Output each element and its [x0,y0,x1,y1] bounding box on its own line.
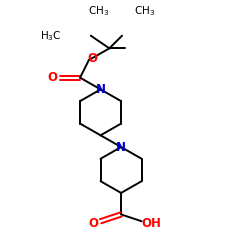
Text: N: N [96,83,106,96]
Text: O: O [88,52,98,65]
Text: O: O [48,71,58,84]
Text: CH$_3$: CH$_3$ [134,4,155,18]
Text: N: N [116,140,126,153]
Text: OH: OH [142,217,161,230]
Text: H$_3$C: H$_3$C [40,29,62,42]
Text: CH$_3$: CH$_3$ [88,4,109,18]
Text: O: O [89,217,99,230]
